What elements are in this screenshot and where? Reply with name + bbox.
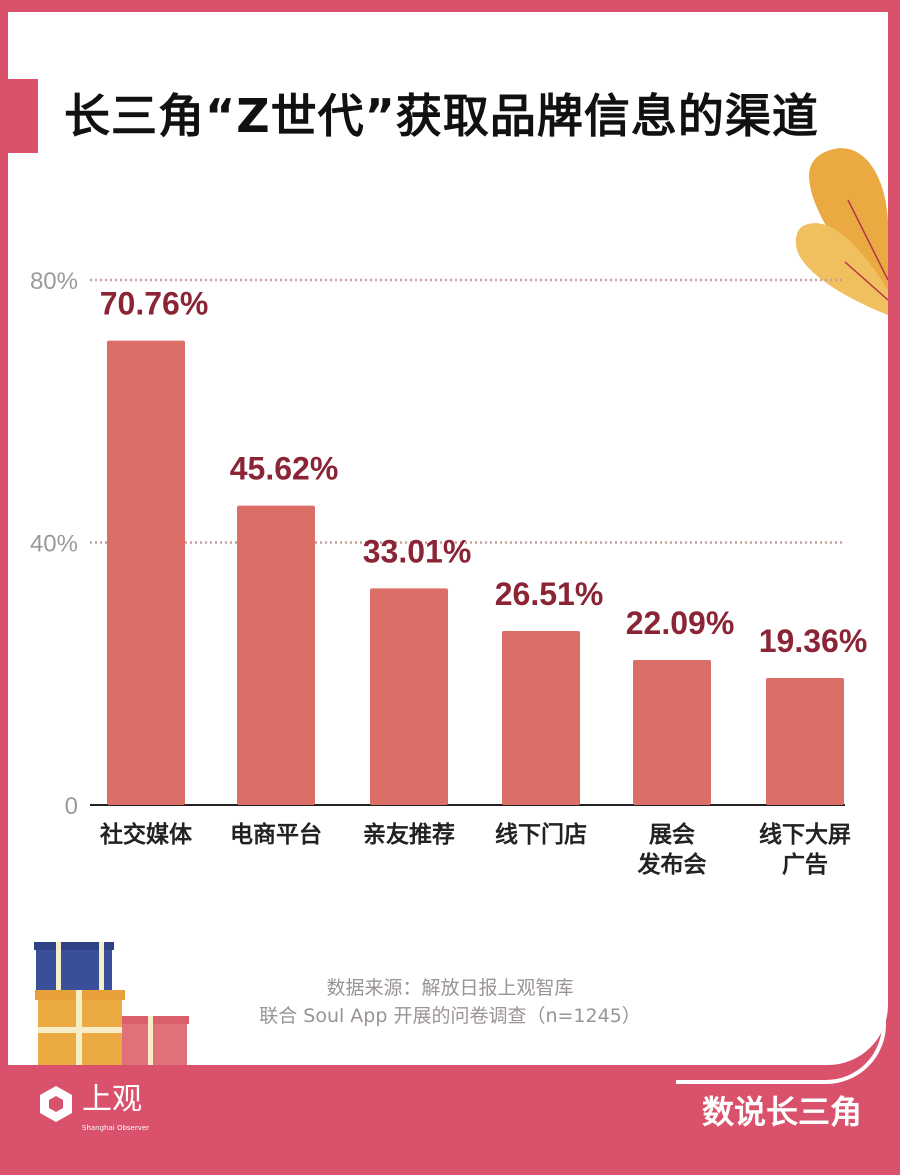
gift-boxes-icon (34, 942, 189, 1065)
y-tick-label: 80% (30, 268, 78, 295)
x-tick-label: 电商平台 (230, 821, 322, 848)
y-tick-label: 40% (30, 531, 78, 558)
data-label: 19.36% (759, 623, 868, 659)
bar (237, 505, 315, 805)
brand-name: 数说长三角 (701, 1093, 862, 1131)
logo-subtitle: Shanghai Observer (82, 1124, 150, 1132)
camera-aperture-icon (40, 1086, 72, 1122)
shanghai-observer-logo: 上观 Shanghai Observer (36, 1084, 166, 1138)
x-tick-label: 线下大屏 (759, 821, 851, 848)
data-label: 45.62% (230, 451, 339, 487)
data-source: 数据来源：解放日报上观智库 联合 Soul App 开展的问卷调查（n=1245… (0, 974, 900, 1030)
data-label: 26.51% (495, 576, 604, 612)
bar (633, 660, 711, 805)
page-title: 长三角“Z世代”获取品牌信息的渠道 (64, 89, 819, 143)
bar (502, 631, 580, 805)
x-tick-label: 社交媒体 (100, 821, 193, 848)
x-tick-label: 发布会 (637, 851, 707, 878)
data-label: 33.01% (363, 533, 472, 569)
y-tick-label: 0 (65, 793, 78, 820)
bar (107, 340, 185, 805)
data-label: 22.09% (626, 605, 735, 641)
x-tick-label: 线下门店 (495, 821, 587, 848)
logo-text: 上观 (82, 1082, 142, 1117)
bar (370, 588, 448, 805)
source-line-2: 联合 Soul App 开展的问卷调查（n=1245） (259, 1005, 641, 1027)
x-tick-label: 展会 (649, 821, 695, 848)
x-tick-label: 广告 (782, 851, 828, 878)
leaf-decoration-icon (795, 148, 889, 315)
x-tick-label: 亲友推荐 (363, 821, 455, 848)
data-label: 70.76% (100, 286, 209, 322)
title-accent (8, 79, 38, 153)
bar (766, 677, 844, 805)
source-line-1: 数据来源：解放日报上观智库 (326, 977, 574, 999)
